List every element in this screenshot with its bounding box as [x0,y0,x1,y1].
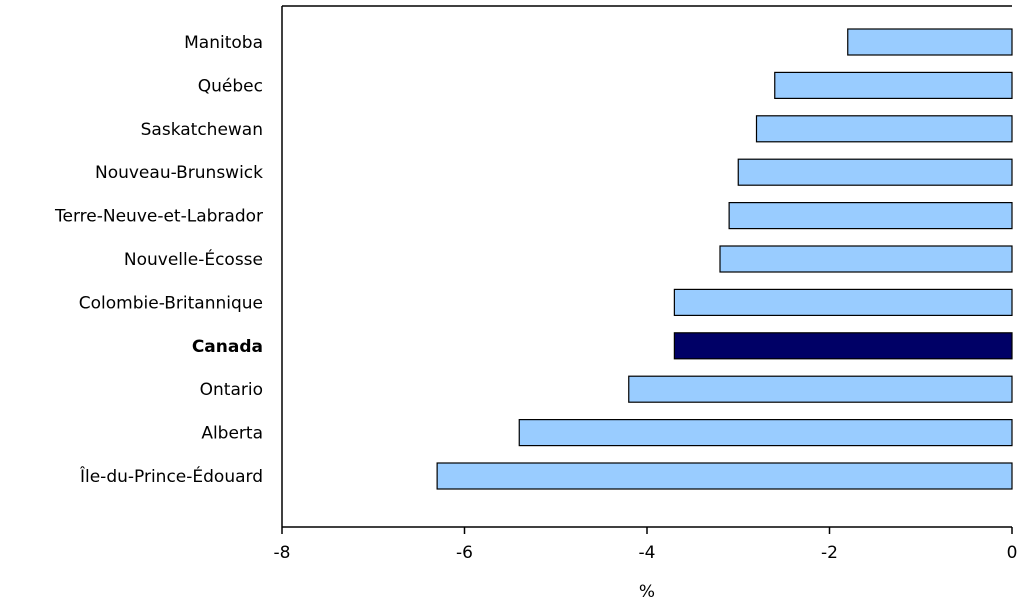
x-tick-label: -6 [456,543,473,563]
category-label: Québec [198,76,263,96]
bars-group [436,28,1013,490]
bar-9 [518,419,1013,447]
x-axis: -8 -6 -4 -2 0 [274,526,1018,563]
bar-8 [628,375,1013,403]
bar-6 [673,288,1013,316]
bar-2 [755,115,1013,143]
bar-10 [436,462,1013,490]
category-label: Terre-Neuve-et-Labrador [54,207,263,227]
plot-frame [281,5,1012,527]
category-label: Nouveau-Brunswick [95,163,263,183]
category-label: Saskatchewan [141,120,263,140]
category-label: Alberta [201,424,263,444]
x-tick-label: 0 [1007,543,1018,563]
category-label: Nouvelle-Écosse [124,248,263,270]
bar-5 [719,245,1013,273]
category-label: Île-du-Prince-Édouard [79,465,263,487]
bar-1 [774,71,1013,100]
x-tick-label: -2 [821,543,838,563]
bar-3 [737,158,1013,186]
category-label: Ontario [200,380,263,400]
x-tick-label: -8 [274,543,291,563]
category-labels: Manitoba Québec Saskatchewan Nouveau-Brunsw… [54,33,263,487]
category-label: Colombie-Britannique [79,293,263,313]
x-tick-label: -4 [639,543,656,563]
category-label: Manitoba [184,33,263,53]
bar-4 [728,202,1013,230]
bar-0 [847,28,1013,56]
bar-7 [673,332,1013,360]
x-axis-title: % [639,582,655,600]
category-label: Canada [192,337,263,357]
